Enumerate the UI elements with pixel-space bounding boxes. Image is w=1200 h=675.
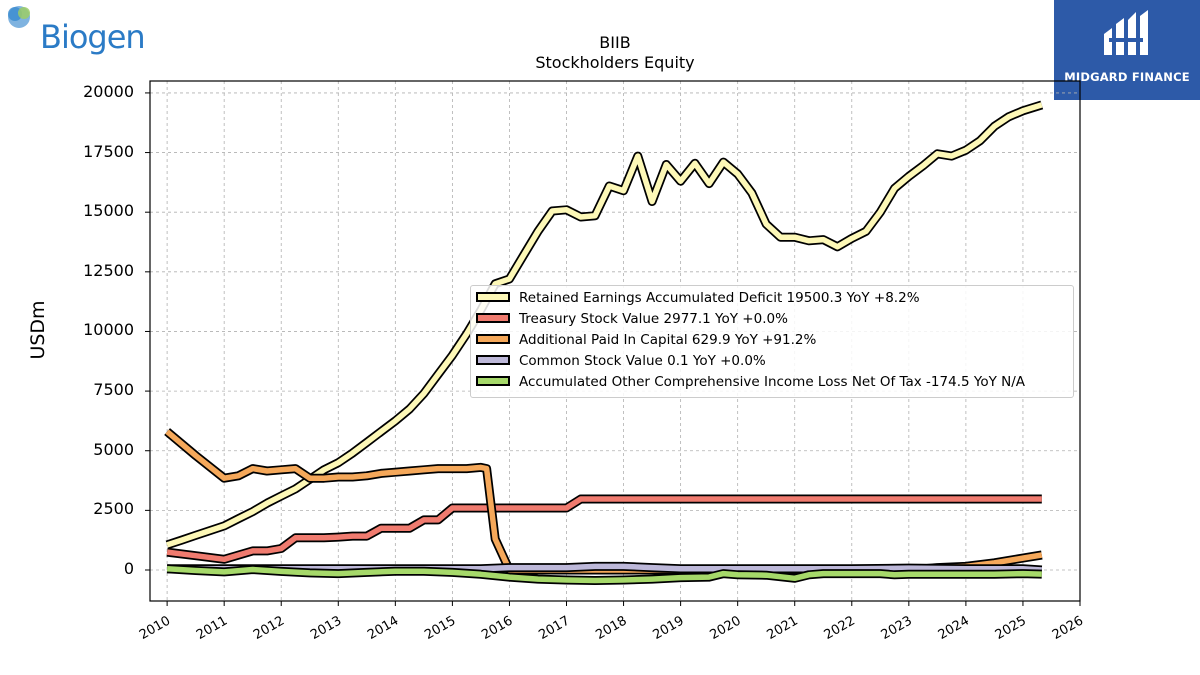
y-tick-label: 0 [123,558,134,578]
midgard-emblem-icon [1104,10,1148,55]
x-tick-label: 2026 [1050,613,1086,643]
legend-swatch [476,334,510,344]
legend-swatch [476,355,510,365]
x-tick-label: 2022 [822,613,858,643]
chart-title: BIIB [599,33,631,52]
x-tick-label: 2015 [422,613,458,643]
y-tick-label: 2500 [93,499,134,519]
x-tick-label: 2025 [993,613,1029,643]
legend-item-retained-earnings: Retained Earnings Accumulated Deficit 19… [471,288,1071,309]
y-axis-label: USDm [27,300,49,360]
y-tick-label: 5000 [93,439,134,459]
x-tick-label: 2012 [251,613,287,643]
series-outline-1 [166,494,1042,564]
series-line-3 [167,563,1042,573]
series-line-4 [166,566,1042,584]
y-tick-label: 12500 [83,260,134,280]
x-tick-label: 2020 [708,613,744,643]
legend-label: Retained Earnings Accumulated Deficit 19… [519,290,920,306]
midgard-finance-logo: MIDGARD FINANCE [1054,0,1200,100]
legend-swatch [476,313,510,323]
legend-label: Treasury Stock Value 2977.1 YoY +0.0% [519,311,788,327]
x-tick-label: 2014 [365,613,401,643]
legend-label: Accumulated Other Comprehensive Income L… [519,374,1025,390]
biogen-logo: Biogen [4,4,154,56]
x-tick-label: 2021 [765,613,801,643]
y-tick-label: 7500 [93,380,134,400]
legend-item-additional-paid-in-capital: Additional Paid In Capital 629.9 YoY +91… [471,330,1071,351]
legend-item-common-stock: Common Stock Value 0.1 YoY +0.0% [471,351,1071,372]
chart-subtitle: Stockholders Equity [535,53,695,72]
legend-swatch [476,376,510,386]
midgard-logo-caption: MIDGARD FINANCE [1064,70,1190,84]
x-tick-label: 2011 [194,613,230,643]
x-tick-label: 2010 [137,613,173,643]
y-tick-label: 17500 [83,141,134,161]
plot-frame [149,80,1081,602]
y-tick-label: 10000 [83,320,134,340]
legend-label: Common Stock Value 0.1 YoY +0.0% [519,353,766,369]
x-tick-label: 2024 [936,613,972,643]
series-layer [164,100,1044,585]
legend-item-aoci: Accumulated Other Comprehensive Income L… [471,372,1071,393]
x-tick-label: 2019 [650,613,686,643]
x-tick-label: 2023 [879,613,915,643]
y-tick-label: 15000 [83,201,134,221]
x-tick-label: 2018 [593,613,629,643]
x-tick-label: 2017 [536,613,572,643]
legend: Retained Earnings Accumulated Deficit 19… [470,285,1074,398]
x-tick-label: 2013 [308,613,344,643]
legend-swatch [476,292,510,302]
y-tick-label: 20000 [83,81,134,101]
x-tick-label: 2016 [479,613,515,643]
biogen-logo-text: Biogen [40,18,146,56]
legend-label: Additional Paid In Capital 629.9 YoY +91… [519,332,817,348]
biogen-globe-icon [8,6,30,28]
legend-item-treasury-stock: Treasury Stock Value 2977.1 YoY +0.0% [471,309,1071,330]
series-line-1 [166,496,1042,563]
